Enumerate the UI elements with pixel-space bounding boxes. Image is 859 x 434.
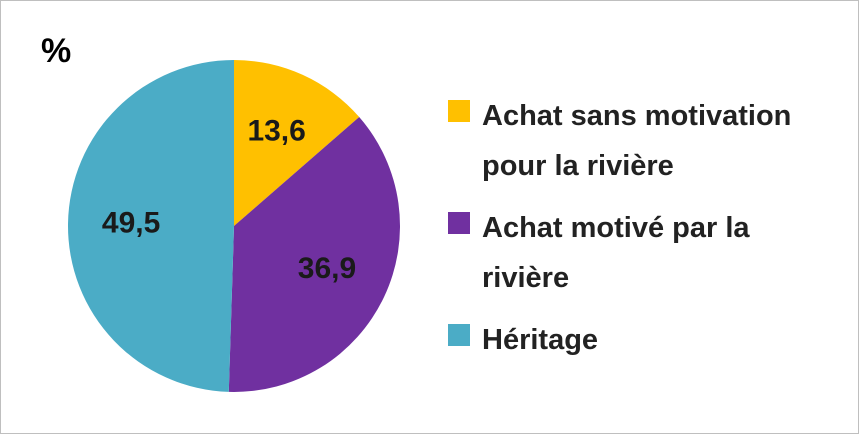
data-label: 13,6 xyxy=(247,114,305,147)
legend-label: Héritage xyxy=(482,324,599,356)
data-label: 49,5 xyxy=(102,206,160,239)
legend: Achat sans motivation pour la rivière Ach… xyxy=(448,91,848,377)
pie-slice xyxy=(228,117,400,392)
legend-swatch xyxy=(448,212,470,234)
legend-item: Héritage xyxy=(448,315,848,365)
legend-label: Achat sans motivation pour la rivière xyxy=(482,100,792,182)
legend-item: Achat sans motivation pour la rivière xyxy=(448,91,848,191)
pie-slice xyxy=(67,60,234,392)
pie-slice xyxy=(234,60,360,226)
legend-swatch xyxy=(448,324,470,346)
data-label: 36,9 xyxy=(298,252,356,285)
legend-label: Achat motivé par la rivière xyxy=(482,212,750,294)
legend-swatch xyxy=(448,100,470,122)
legend-item: Achat motivé par la rivière xyxy=(448,203,848,303)
chart-title: % xyxy=(41,32,71,70)
